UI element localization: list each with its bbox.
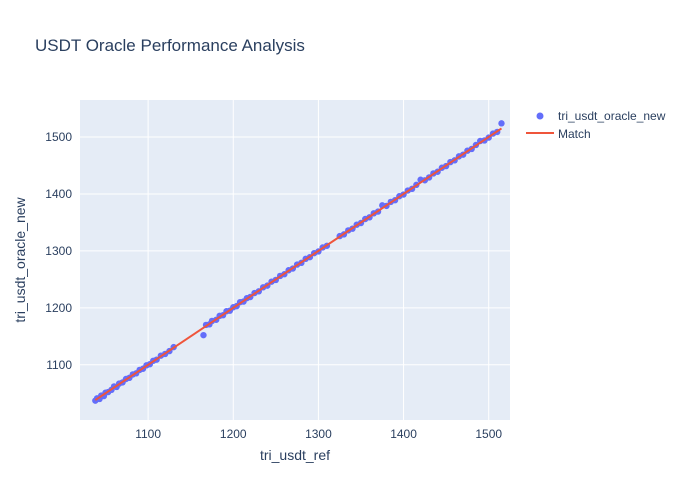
legend-label-scatter: tri_usdt_oracle_new	[558, 109, 666, 123]
x-tick-label: 1500	[475, 427, 502, 441]
plot-area	[80, 100, 510, 420]
match-series	[94, 127, 503, 401]
x-tick-label: 1100	[135, 427, 161, 441]
legend-item-scatter[interactable]: tri_usdt_oracle_new	[536, 109, 666, 123]
y-tick-label: 1100	[46, 358, 72, 372]
x-tick-label: 1300	[305, 427, 332, 441]
y-axis-title: tri_usdt_oracle_new	[12, 196, 28, 322]
legend[interactable]: tri_usdt_oracle_new Match	[526, 109, 666, 141]
legend-item-match[interactable]: Match	[526, 127, 591, 141]
legend-marker-scatter	[536, 112, 544, 120]
y-tick-label: 1200	[45, 301, 72, 315]
chart-title: USDT Oracle Performance Analysis	[35, 36, 305, 55]
y-tick-label: 1400	[45, 187, 72, 201]
y-tick-label: 1300	[45, 244, 72, 258]
scatter-point	[498, 120, 505, 127]
y-tick-labels: 1100 1200 1300 1400 1500	[45, 130, 72, 372]
y-tick-label: 1500	[45, 130, 72, 144]
x-axis-title: tri_usdt_ref	[260, 447, 330, 463]
x-tick-labels: 1100 1200 1300 1400 1500	[135, 427, 502, 441]
scatter-point	[200, 331, 207, 339]
x-tick-label: 1400	[390, 427, 417, 441]
grid-lines	[80, 100, 510, 420]
x-tick-label: 1200	[220, 427, 247, 441]
match-line	[94, 127, 503, 401]
legend-label-match: Match	[558, 127, 591, 141]
